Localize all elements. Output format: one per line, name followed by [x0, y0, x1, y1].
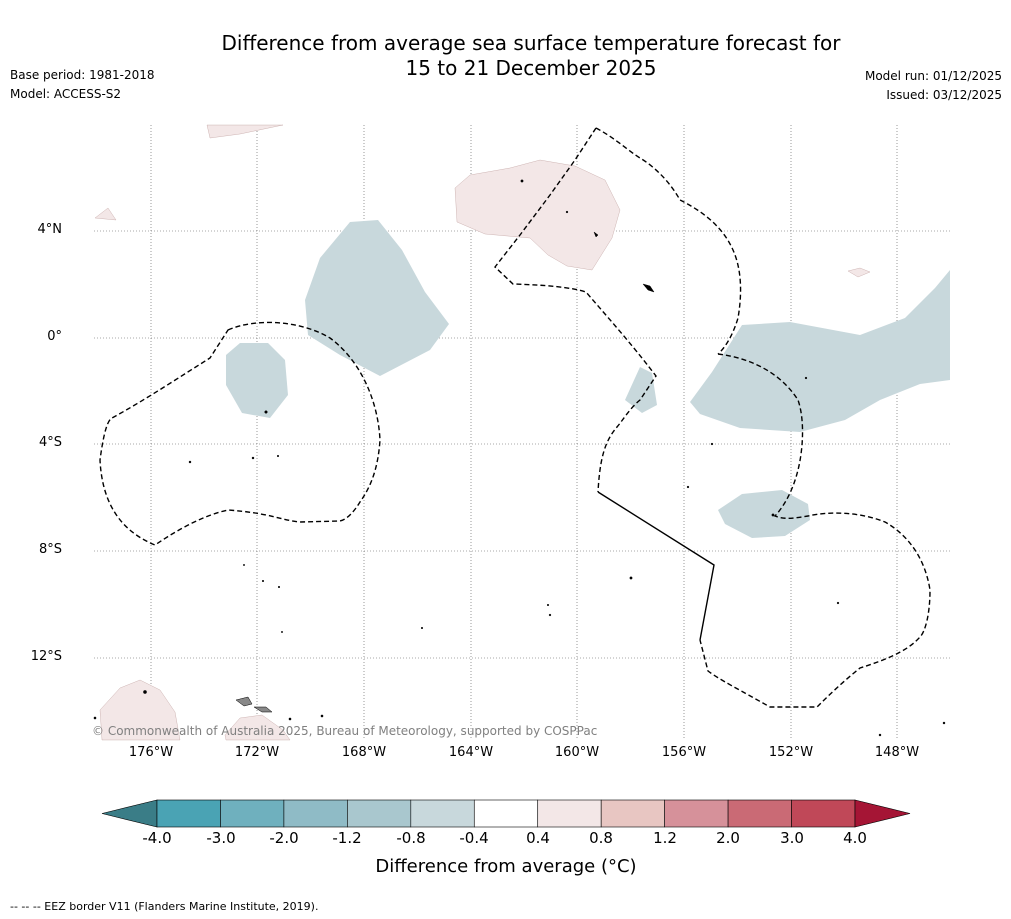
colorbar-segment [410, 799, 475, 828]
lat-label-4s: 4°S [38, 435, 62, 450]
colorbar-segment [727, 799, 792, 828]
island [261, 579, 265, 583]
island [836, 601, 840, 605]
eez-border-solid [597, 491, 715, 641]
island [548, 613, 552, 617]
colorbar-extend-low [101, 799, 158, 828]
warm-anomaly-region [454, 159, 621, 271]
island [942, 721, 946, 725]
island [188, 460, 192, 464]
island [251, 456, 255, 460]
island [420, 626, 424, 630]
lon-label-148w: 148°W [874, 745, 920, 760]
lon-label-164w: 164°W [448, 745, 494, 760]
lon-label-156w: 156°W [661, 745, 707, 760]
lon-label-160w: 160°W [554, 745, 600, 760]
base-period-text: Base period: 1981-2018 [10, 68, 155, 82]
island [276, 454, 280, 458]
eez-footnote: -- -- -- EEZ border V11 (Flanders Marine… [10, 900, 319, 913]
island [320, 714, 324, 718]
island [243, 564, 245, 566]
island [277, 585, 281, 589]
eez-border [699, 353, 931, 708]
lon-label-152w: 152°W [768, 745, 814, 760]
colorbar-tick: 1.2 [653, 829, 677, 847]
colorbar-extend-high [854, 799, 911, 828]
island [710, 442, 714, 446]
island [264, 410, 268, 414]
island [253, 706, 273, 713]
colorbar-segment [791, 799, 856, 828]
island [565, 210, 569, 214]
cool-anomaly-region [226, 343, 288, 418]
eez-border [595, 127, 742, 355]
lat-label-8s: 8°S [38, 542, 62, 557]
colorbar-tick: 0.8 [589, 829, 613, 847]
lat-label-equator: 0° [47, 329, 62, 344]
island [93, 716, 97, 720]
copyright-text: © Commonwealth of Australia 2025, Bureau… [92, 724, 598, 738]
colorbar-tick: 2.0 [716, 829, 740, 847]
island [288, 717, 292, 721]
cool-anomaly-region [625, 367, 657, 413]
warm-anomaly-region [206, 124, 284, 139]
colorbar [101, 799, 911, 828]
cool-anomaly-region [690, 270, 950, 432]
eez-border [99, 321, 381, 546]
lon-label-172w: 172°W [234, 745, 280, 760]
colorbar-tick: -4.0 [142, 829, 172, 847]
lat-label-12s: 12°S [30, 649, 62, 664]
island [281, 631, 283, 633]
colorbar-segment [664, 799, 729, 828]
colorbar-segment [283, 799, 348, 828]
warm-anomaly-region [94, 207, 117, 221]
colorbar-segment [220, 799, 285, 828]
colorbar-tick: 4.0 [843, 829, 867, 847]
warm-anomaly-region [224, 714, 291, 741]
cool-anomaly-region [305, 220, 449, 376]
colorbar-segment [347, 799, 412, 828]
colorbar-tick: 0.4 [526, 829, 550, 847]
warm-anomaly-region [847, 267, 871, 278]
cool-anomaly-region [718, 490, 810, 538]
lon-label-176w: 176°W [128, 745, 174, 760]
issued-text: Issued: 03/12/2025 [886, 88, 1002, 102]
island [520, 179, 524, 183]
colorbar-title: Difference from average (°C) [375, 856, 637, 877]
island [878, 733, 882, 737]
model-text: Model: ACCESS-S2 [10, 87, 122, 101]
colorbar-tick: 3.0 [780, 829, 804, 847]
colorbar-tick: -2.0 [269, 829, 299, 847]
island [546, 603, 550, 607]
chart-title-line2: 15 to 21 December 2025 [405, 56, 657, 80]
colorbar-tick: -3.0 [206, 829, 236, 847]
island [686, 485, 690, 489]
island [629, 576, 633, 580]
island [771, 513, 775, 517]
island [143, 690, 147, 694]
colorbar-segment [600, 799, 665, 828]
colorbar-segment [156, 799, 221, 828]
model-run-text: Model run: 01/12/2025 [864, 69, 1002, 83]
colorbar-segment [473, 799, 539, 828]
warm-anomaly-region [99, 679, 181, 741]
island [593, 231, 599, 238]
colorbar-tick: -1.2 [332, 829, 362, 847]
island [235, 696, 253, 707]
island [804, 376, 808, 380]
lon-label-168w: 168°W [341, 745, 387, 760]
eez-border [494, 127, 657, 493]
colorbar-tick: -0.8 [396, 829, 426, 847]
lat-label-4n: 4°N [37, 222, 63, 237]
colorbar-tick: -0.4 [459, 829, 489, 847]
island [642, 283, 655, 293]
colorbar-segment [537, 799, 602, 828]
chart-title-line1: Difference from average sea surface temp… [221, 31, 841, 55]
